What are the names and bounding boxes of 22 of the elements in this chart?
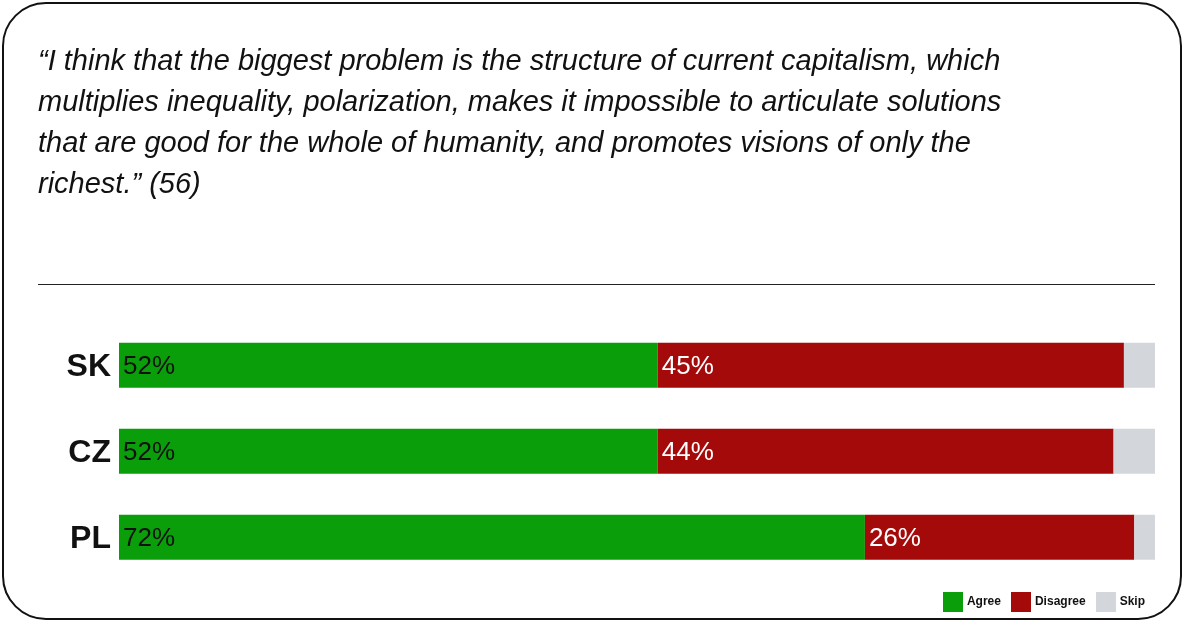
- legend-label: Agree: [966, 594, 1001, 609]
- bar: [657, 342, 1124, 388]
- data-label: 52%: [123, 350, 176, 381]
- bar: [119, 514, 865, 560]
- legend-label: Disagree: [1034, 594, 1086, 609]
- bar: [1113, 428, 1155, 474]
- bar: [657, 428, 1114, 474]
- data-label: 52%: [123, 436, 176, 467]
- data-label: 72%: [123, 522, 176, 553]
- chart-title: “I think that the biggest problem is the structure of current capitalism, which multiplies inequality, polarization, makes it impossible to articulate solutions that are good for the whole of humanity, and promotes visions of only the richest.” (56): [38, 43, 1003, 201]
- bar: [1123, 342, 1155, 388]
- y-tick-label: CZ: [68, 433, 111, 470]
- bar: [119, 342, 658, 388]
- data-label: 45%: [661, 350, 714, 381]
- y-tick-label: PL: [70, 519, 111, 556]
- y-tick-label: SK: [66, 347, 111, 384]
- bar: [864, 514, 1135, 560]
- legend-label: Skip: [1119, 594, 1145, 609]
- bar: [119, 428, 658, 474]
- bar: [1134, 514, 1155, 560]
- data-label: 44%: [661, 436, 714, 467]
- data-label: 26%: [868, 522, 921, 553]
